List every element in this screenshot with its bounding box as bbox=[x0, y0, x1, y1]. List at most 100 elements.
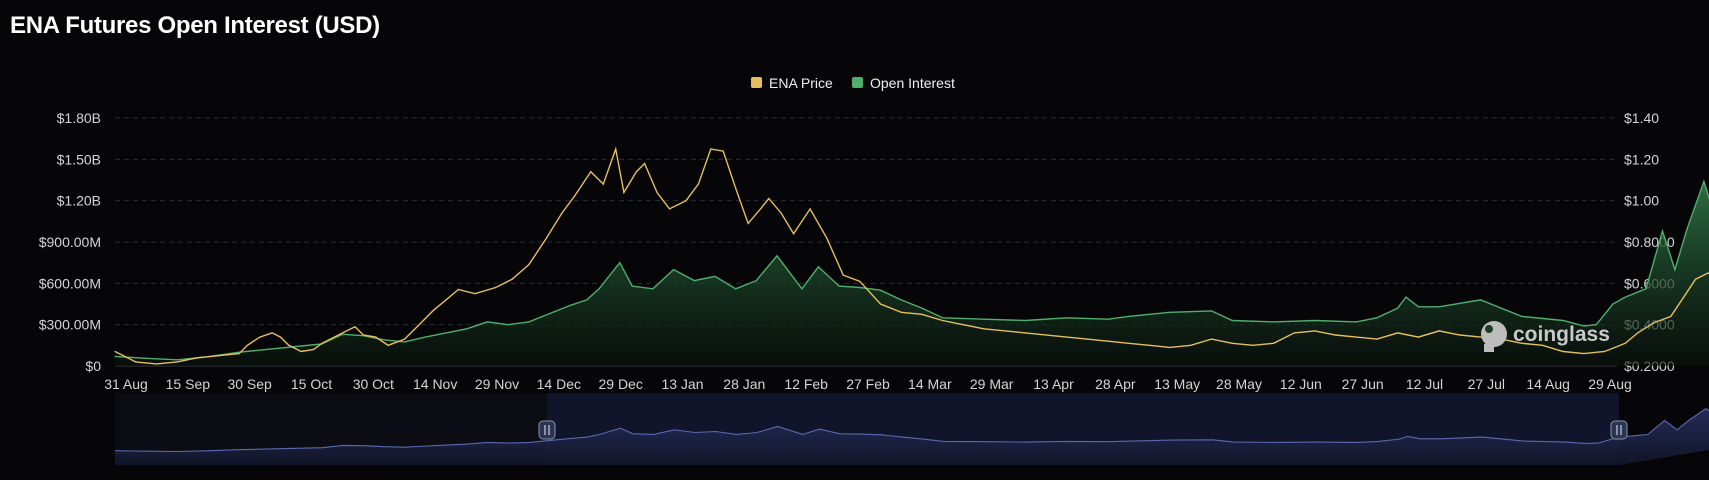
x-axis-tick-label: 27 Jun bbox=[1342, 376, 1384, 392]
ena-price-point bbox=[900, 311, 902, 313]
open-interest-point bbox=[205, 356, 207, 358]
ena-price-point bbox=[1397, 332, 1399, 334]
ena-price-point bbox=[1231, 342, 1233, 344]
open-interest-point bbox=[1661, 230, 1664, 232]
open-interest-point bbox=[528, 321, 530, 323]
ena-price-point bbox=[1624, 342, 1626, 344]
ena-price-point bbox=[238, 353, 240, 355]
open-interest-point bbox=[755, 279, 757, 282]
x-axis-tick-label: 12 Feb bbox=[784, 376, 828, 392]
ena-price-point bbox=[859, 280, 861, 282]
x-axis-tick-label: 28 Jan bbox=[723, 376, 765, 392]
open-interest-point bbox=[1674, 268, 1676, 271]
ena-price-point bbox=[387, 344, 389, 346]
ena-price-point bbox=[279, 336, 282, 338]
legend: ENA Price Open Interest bbox=[751, 75, 955, 91]
legend-swatch-oi bbox=[852, 77, 863, 88]
plot-area[interactable] bbox=[114, 145, 1709, 366]
page-title: ENA Futures Open Interest (USD) bbox=[10, 12, 380, 39]
open-interest-point bbox=[735, 288, 737, 290]
ena-price-point bbox=[1562, 350, 1564, 353]
x-axis-tick-label: 30 Sep bbox=[227, 376, 272, 392]
ena-price-point bbox=[1682, 297, 1684, 299]
open-interest-point bbox=[776, 255, 778, 257]
open-interest-point bbox=[424, 336, 426, 338]
right-axis-tick-label: $1.20 bbox=[1624, 151, 1659, 167]
x-axis-tick-label: 29 Aug bbox=[1588, 376, 1632, 392]
open-interest-point bbox=[1355, 321, 1357, 323]
ena-price-point bbox=[1459, 334, 1461, 336]
ena-price-point bbox=[1521, 342, 1523, 344]
open-interest-point bbox=[652, 288, 654, 290]
x-axis-tick-label: 29 Dec bbox=[598, 376, 642, 392]
x-axis-tick-label: 14 Mar bbox=[908, 376, 952, 392]
open-interest-point bbox=[983, 318, 985, 320]
open-interest-point bbox=[859, 286, 861, 289]
open-interest-point bbox=[1438, 306, 1440, 308]
navigator-line bbox=[114, 407, 1709, 453]
ena-price-point bbox=[197, 357, 199, 359]
open-interest-point bbox=[586, 299, 588, 301]
open-interest-point bbox=[114, 355, 116, 357]
open-interest-point bbox=[300, 345, 302, 347]
open-interest-point bbox=[801, 288, 803, 290]
open-interest-point bbox=[176, 359, 178, 361]
ena-price-point bbox=[457, 288, 460, 291]
ena-price-point bbox=[722, 150, 724, 152]
open-interest-point bbox=[1397, 307, 1399, 309]
ena-price-point bbox=[176, 361, 178, 363]
ena-price-point bbox=[1653, 322, 1655, 324]
ena-price-point bbox=[879, 303, 882, 305]
ena-price-point bbox=[1603, 350, 1606, 353]
open-interest-point bbox=[1405, 296, 1407, 298]
ena-price-point bbox=[809, 208, 811, 210]
legend-item-oi[interactable]: Open Interest bbox=[852, 75, 955, 91]
navigator[interactable] bbox=[114, 393, 1709, 465]
left-axis-tick-label: $300.00M bbox=[39, 317, 101, 333]
legend-item-price[interactable]: ENA Price bbox=[751, 75, 833, 91]
ena-price-point bbox=[474, 293, 476, 295]
open-interest-point bbox=[879, 289, 882, 291]
ena-price-point bbox=[668, 208, 671, 210]
ena-price-point bbox=[313, 348, 315, 351]
open-interest-point bbox=[941, 317, 944, 319]
open-interest-point bbox=[838, 285, 840, 287]
ena-price-point bbox=[433, 309, 435, 311]
drag-handle-icon bbox=[1610, 420, 1628, 440]
open-interest-point bbox=[1024, 319, 1026, 322]
left-axis-tick-label: $0 bbox=[85, 358, 101, 374]
ena-price-point bbox=[1293, 332, 1295, 334]
open-interest-point bbox=[1624, 296, 1626, 298]
ena-price-point bbox=[1169, 346, 1171, 348]
ena-price-point bbox=[602, 183, 604, 185]
open-interest-point bbox=[1612, 303, 1614, 305]
ena-price-point bbox=[1314, 330, 1316, 332]
open-interest-point bbox=[1169, 311, 1171, 313]
open-interest-point bbox=[341, 333, 344, 335]
x-axis-tick-label: 14 Aug bbox=[1526, 376, 1570, 392]
open-interest-point bbox=[1595, 324, 1597, 326]
ena-price-point bbox=[1148, 344, 1151, 346]
ena-price-point bbox=[341, 332, 344, 334]
brand-name: coinglass bbox=[1513, 323, 1610, 346]
open-interest-area bbox=[115, 181, 1709, 366]
left-axis: $0 $300.00M $600.00M $900.00M $1.20B $1.50B $1… bbox=[39, 110, 101, 374]
ena-price-point bbox=[155, 363, 157, 365]
x-axis-tick-label: 29 Nov bbox=[475, 376, 519, 392]
ena-price-point bbox=[544, 239, 546, 241]
ena-price-points bbox=[114, 148, 1709, 365]
open-interest-point bbox=[1583, 325, 1585, 327]
ena-price-point bbox=[747, 222, 749, 224]
ena-price-point bbox=[1376, 338, 1378, 340]
ena-price-point bbox=[710, 148, 712, 150]
ena-price-point bbox=[759, 208, 762, 210]
ena-price-point bbox=[768, 198, 770, 200]
open-interest-points bbox=[114, 180, 1705, 361]
navigator-left-handle[interactable] bbox=[538, 420, 556, 440]
navigator-right-handle[interactable] bbox=[1610, 420, 1628, 440]
ena-price-point bbox=[1583, 353, 1585, 355]
x-axis-tick-label: 15 Sep bbox=[166, 376, 211, 392]
ena-price-point bbox=[1066, 336, 1068, 338]
ena-price-point bbox=[1272, 342, 1275, 344]
